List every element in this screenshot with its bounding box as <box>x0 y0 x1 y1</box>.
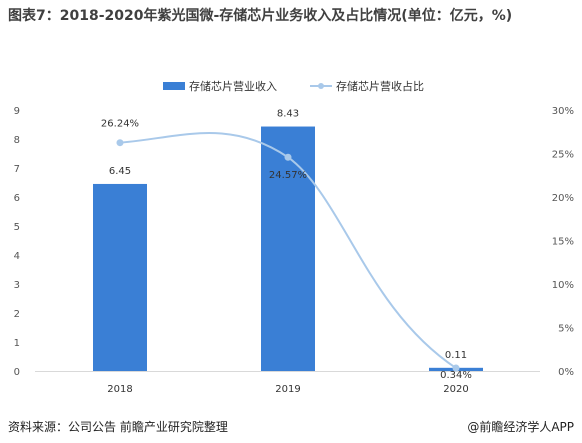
share-label-2020: 0.34% <box>440 370 472 381</box>
y-right-tick-label: 0% <box>558 367 574 378</box>
y-right-tick-label: 15% <box>552 237 574 248</box>
y-right-tick-label: 25% <box>552 150 574 161</box>
y-left-tick-label: 6 <box>14 193 20 204</box>
legend-label-revenue: 存储芯片营业收入 <box>189 79 277 93</box>
y-right-tick-label: 10% <box>552 280 574 291</box>
y-left-tick-label: 7 <box>14 164 20 175</box>
share-line <box>119 132 457 369</box>
y-left-tick-label: 9 <box>14 106 20 117</box>
revenue-bar-label-2018: 6.45 <box>109 166 131 177</box>
share-point-2018 <box>116 139 124 147</box>
source-note: 资料来源：公司公告 前瞻产业研究院整理 <box>8 420 228 434</box>
legend-swatch-share-marker <box>318 83 324 89</box>
revenue-bar-label-2019: 8.43 <box>277 109 299 120</box>
revenue-bar-2019 <box>261 126 315 371</box>
x-tick-label-2019: 2019 <box>275 384 300 395</box>
y-left-tick-label: 0 <box>14 367 20 378</box>
x-tick-label-2020: 2020 <box>443 384 468 395</box>
share-point-2019 <box>284 153 292 161</box>
y-left-tick-label: 3 <box>14 280 20 291</box>
legend-label-share: 存储芯片营收占比 <box>336 79 424 93</box>
y-right-tick-label: 20% <box>552 193 574 204</box>
y-left-tick-label: 2 <box>14 309 20 320</box>
share-label-2019: 24.57% <box>269 170 307 181</box>
share-point-2020 <box>452 364 460 372</box>
revenue-bar-label-2020: 0.11 <box>445 350 467 361</box>
chart-title: 图表7：2018-2020年紫光国微-存储芯片业务收入及占比情况(单位：亿元，%… <box>8 8 513 24</box>
y-left-tick-label: 4 <box>14 251 20 262</box>
share-label-2018: 26.24% <box>101 119 139 130</box>
y-left-tick-label: 8 <box>14 135 20 146</box>
legend-swatch-revenue <box>163 82 185 90</box>
y-right-tick-label: 30% <box>552 106 574 117</box>
y-left-tick-label: 1 <box>14 338 20 349</box>
revenue-bar-2018 <box>93 183 147 371</box>
y-left-tick-label: 5 <box>14 222 20 233</box>
x-tick-label-2018: 2018 <box>107 384 132 395</box>
y-right-tick-label: 5% <box>558 324 574 335</box>
brand-credit: @前瞻经济学人APP <box>467 420 574 434</box>
